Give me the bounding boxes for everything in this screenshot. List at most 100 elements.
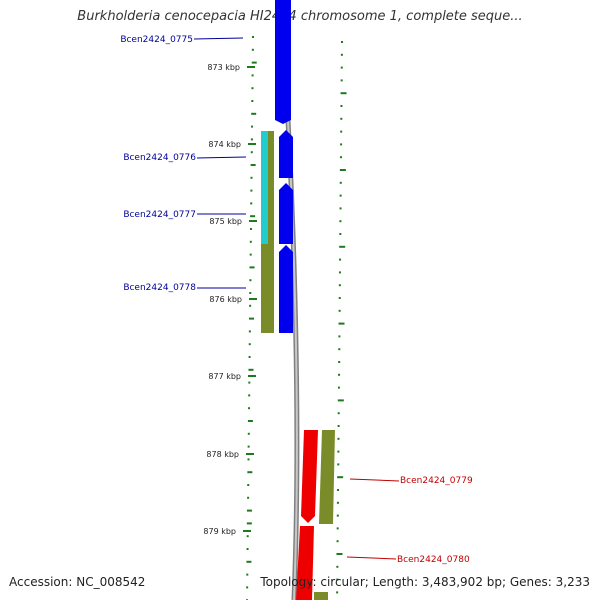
gc-skew-dot — [338, 271, 341, 274]
gene-label-leader — [349, 478, 400, 482]
kbp-tick — [243, 530, 251, 532]
kbp-tick — [246, 453, 254, 455]
gc-skew-dot — [336, 527, 339, 530]
gc-dot — [249, 253, 252, 256]
forward-cds-0776[interactable] — [279, 130, 293, 178]
gc-skew-dot — [338, 297, 341, 299]
gc-dot — [249, 279, 252, 282]
gc-dot — [246, 509, 252, 512]
gc-dot — [252, 36, 254, 38]
gc-dot — [246, 535, 249, 538]
gc-dot — [250, 215, 256, 218]
gc-dot — [248, 343, 251, 346]
gc-dot — [247, 420, 253, 422]
gc-dot — [247, 471, 253, 474]
gc-dot — [247, 432, 250, 435]
gc-dot — [246, 522, 252, 525]
gc-skew-dot — [339, 181, 342, 184]
gc-skew-dot — [340, 105, 343, 107]
gc-dot — [251, 87, 254, 90]
gc-skew-dot — [338, 373, 341, 376]
olive-feature-right-a[interactable] — [319, 430, 335, 524]
gene-label-leader — [193, 37, 244, 40]
cyan-feature[interactable] — [261, 131, 269, 244]
kbp-tick — [248, 375, 256, 377]
gc-skew-dot — [337, 412, 340, 415]
kbp-tick-label: 875 kbp — [209, 217, 242, 226]
gc-dot — [249, 317, 255, 320]
forward-cds-0777[interactable] — [279, 183, 293, 244]
gc-skew-dot — [336, 540, 339, 543]
gc-skew-dot — [337, 425, 340, 427]
kbp-tick-label: 876 kbp — [209, 295, 242, 304]
gc-dot — [247, 496, 250, 499]
gene-label[interactable]: Bcen2424_0777 — [123, 210, 196, 220]
reverse-cds-0780[interactable] — [296, 526, 314, 600]
olive-feature-right-b[interactable] — [314, 592, 328, 600]
gc-skew-dot — [338, 322, 345, 325]
gc-dot — [249, 240, 252, 243]
gc-skew-dot — [339, 156, 342, 159]
gc-skew-dot — [340, 143, 343, 146]
forward-cds-0775[interactable] — [275, 0, 291, 124]
gc-skew-dot — [341, 41, 343, 43]
kbp-tick — [247, 66, 255, 68]
gc-dot — [248, 394, 251, 397]
gc-dot — [251, 112, 257, 115]
gc-dot — [251, 100, 254, 102]
gc-skew-dot — [336, 578, 339, 581]
gc-skew-dot — [338, 309, 341, 312]
gc-dot — [251, 125, 254, 128]
gene-label[interactable]: Bcen2424_0775 — [120, 35, 193, 45]
gc-skew-track-outer — [336, 41, 347, 594]
gc-skew-dot — [337, 399, 344, 402]
gc-dot — [250, 202, 253, 205]
gc-dot — [250, 151, 253, 154]
gc-skew-dot — [339, 194, 342, 197]
olive-feature-left-a[interactable] — [268, 131, 274, 244]
gene-label[interactable]: Bcen2424_0776 — [123, 153, 196, 163]
forward-cds-0778[interactable] — [279, 245, 293, 333]
gc-skew-dot — [336, 565, 339, 568]
gc-dot — [250, 176, 253, 179]
gc-skew-dot — [336, 514, 339, 517]
gc-dot — [248, 381, 251, 384]
gc-skew-dot — [337, 450, 340, 453]
gc-dot — [246, 586, 249, 589]
gc-skew-dot — [337, 437, 340, 440]
gc-dot — [247, 484, 250, 486]
gc-skew-dot — [337, 476, 344, 479]
gc-dot — [251, 61, 257, 64]
gc-skew-dot — [336, 591, 339, 594]
gc-skew-dot — [338, 335, 341, 338]
gc-dot — [246, 548, 249, 550]
gene-label[interactable]: Bcen2424_0779 — [400, 476, 473, 486]
kbp-tick-label: 879 kbp — [203, 527, 236, 536]
kbp-tick — [248, 143, 256, 145]
kbp-tick — [249, 298, 257, 300]
kbp-tick-label: 877 kbp — [208, 372, 241, 381]
gene-label[interactable]: Bcen2424_0780 — [397, 555, 470, 565]
gc-dot — [249, 228, 252, 230]
reverse-cds-0779[interactable] — [301, 430, 318, 523]
gc-skew-dot — [339, 233, 342, 235]
kbp-tick-label: 874 kbp — [208, 140, 241, 149]
gc-skew-dot — [337, 386, 340, 389]
gc-skew-dot — [339, 258, 342, 261]
gc-dot — [250, 164, 256, 166]
olive-feature-left-b[interactable] — [261, 244, 274, 333]
gene-label-leader — [196, 156, 247, 159]
gc-skew-dot — [340, 92, 347, 95]
gc-skew-dot — [340, 66, 343, 69]
gc-skew-dot — [339, 245, 346, 248]
kbp-tick-label: 878 kbp — [206, 450, 239, 459]
gc-skew-dot — [336, 501, 339, 504]
gc-dot — [250, 138, 253, 141]
gc-dot — [246, 560, 252, 563]
gene-label[interactable]: Bcen2424_0778 — [123, 283, 196, 293]
accession-text: Accession: NC_008542 — [9, 575, 146, 589]
gc-dot — [248, 368, 254, 371]
gc-skew-dot — [338, 361, 341, 363]
gc-skew-dot — [340, 53, 343, 56]
